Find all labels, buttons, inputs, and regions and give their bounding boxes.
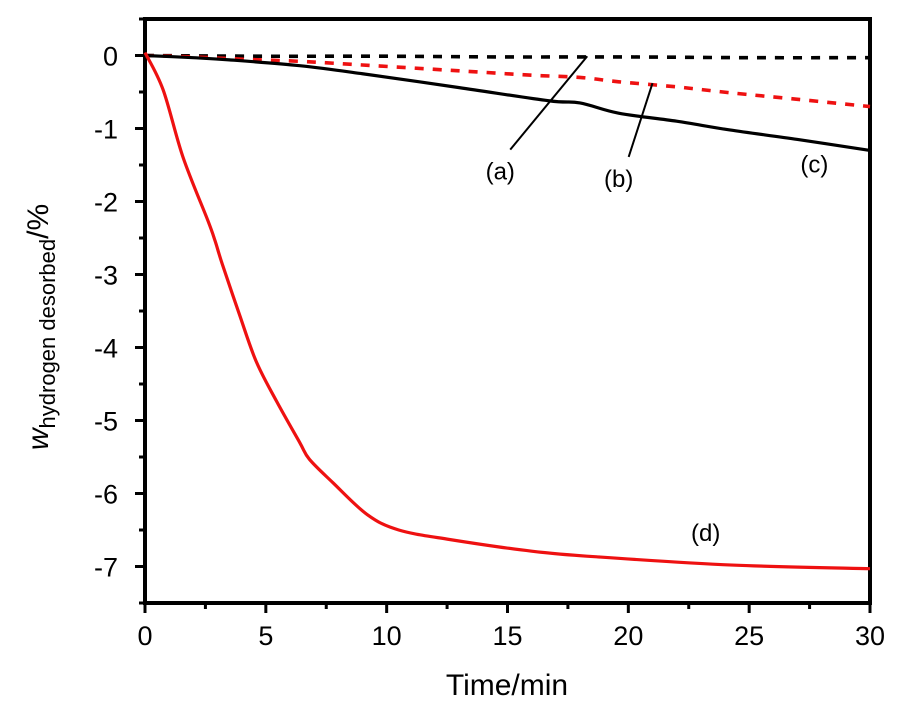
annotation-label: (c) [800, 151, 828, 178]
y-tick-label: -7 [94, 553, 118, 583]
annotation-label: (a) [486, 159, 515, 186]
series-layer [143, 51, 871, 571]
y-axis-ticks: 0 -1 -2 -3 -4 -5 -6 -7 [94, 17, 145, 605]
y-axis-title-subscript: hydrogen desorbed [35, 239, 60, 429]
plot-frame [143, 17, 872, 605]
x-axis-title: Time/min [446, 669, 568, 702]
y-tick-label: -3 [94, 261, 118, 291]
x-tick-label: 20 [613, 621, 643, 651]
series-line-d [143, 51, 871, 571]
y-axis-title: whydrogen desorbed/% [22, 204, 60, 450]
plot-border [143, 17, 872, 605]
x-tick-label: 25 [734, 621, 764, 651]
y-tick-label: -5 [94, 407, 118, 437]
x-tick-label: 10 [372, 621, 402, 651]
x-tick-label: 5 [258, 621, 273, 651]
annotation-leader-line [509, 55, 589, 151]
annotation-layer: (a) (b) (c) (d) [486, 55, 828, 547]
y-tick-label: -1 [94, 115, 118, 145]
y-tick-label: -4 [94, 334, 118, 364]
y-tick-label: 0 [103, 42, 118, 72]
annotation-leader-line [627, 82, 654, 158]
x-tick-label: 15 [492, 621, 522, 651]
y-tick-label: -6 [94, 480, 118, 510]
annotation-label: (b) [604, 166, 633, 193]
series-line-a [144, 53, 871, 60]
x-tick-label: 0 [137, 621, 152, 651]
y-axis-title-main: w [22, 426, 55, 450]
y-tick-label: -2 [94, 188, 118, 218]
y-axis-title-suffix: /% [22, 204, 55, 239]
x-tick-label: 30 [855, 621, 885, 651]
series-line-b [144, 53, 871, 109]
annotation-label: (d) [691, 520, 720, 547]
series-line-c [144, 53, 871, 152]
x-axis-ticks: 0 5 10 15 20 25 30 [137, 603, 885, 651]
